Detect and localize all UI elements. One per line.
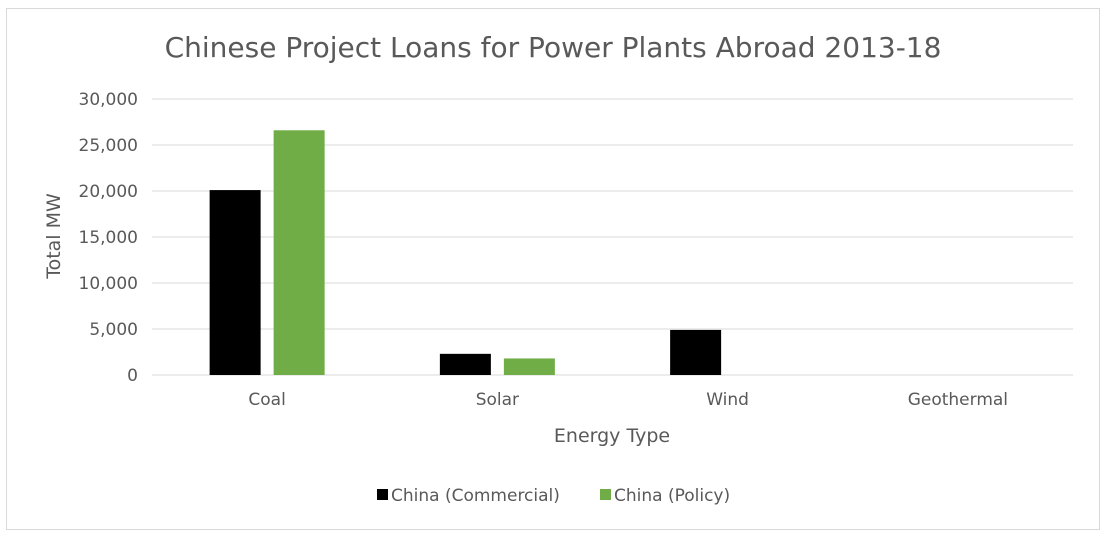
bar — [503, 358, 555, 375]
chart-frame — [6, 8, 1100, 530]
y-tick-label: 10,000 — [79, 274, 138, 294]
y-tick-label: 15,000 — [79, 228, 138, 248]
legend-label: China (Commercial) — [391, 486, 560, 506]
y-tick-label: 5,000 — [89, 320, 138, 340]
x-tick-label: Solar — [476, 390, 519, 410]
bar — [439, 353, 491, 375]
y-tick-label: 30,000 — [79, 90, 138, 110]
bar — [273, 130, 325, 375]
y-tick-label: 25,000 — [79, 136, 138, 156]
legend-label: China (Policy) — [614, 486, 730, 506]
x-tick-label: Geothermal — [908, 390, 1008, 410]
x-axis-ticks: Coal Solar Wind Geothermal — [248, 390, 1008, 410]
y-tick-label: 20,000 — [79, 182, 138, 202]
x-tick-label: Wind — [706, 390, 749, 410]
bar — [209, 190, 261, 375]
y-axis-title: Total MW — [43, 193, 65, 280]
y-axis-ticks: 0 5,000 10,000 15,000 20,000 25,000 30,000 — [79, 90, 138, 386]
y-tick-label: 0 — [127, 366, 138, 386]
x-axis-title: Energy Type — [554, 425, 670, 447]
chart-title: Chinese Project Loans for Power Plants A… — [165, 31, 942, 64]
x-tick-label: Coal — [248, 390, 285, 410]
bars — [209, 130, 722, 375]
legend: China (Commercial) China (Policy) — [377, 486, 730, 506]
bar — [670, 329, 722, 375]
legend-swatch — [600, 489, 611, 500]
legend-swatch — [377, 489, 388, 500]
